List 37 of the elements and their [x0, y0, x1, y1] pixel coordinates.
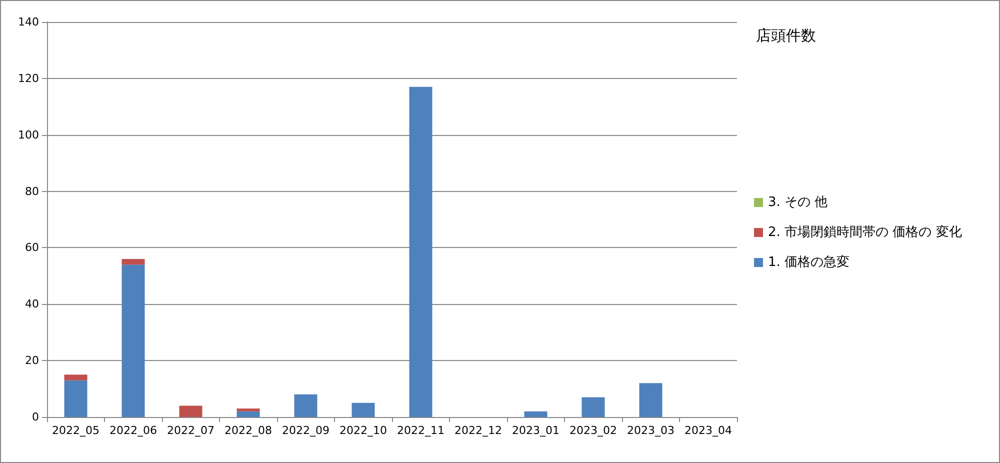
- bar: [294, 394, 318, 417]
- bar: [409, 86, 432, 417]
- bar: [122, 264, 145, 417]
- legend-label: 1. 価格の急変: [768, 254, 850, 270]
- x-tick-label: 2022_10: [340, 424, 387, 437]
- x-tick-label: 2022_11: [397, 424, 444, 437]
- x-tick-label: 2022_08: [224, 424, 272, 437]
- x-tick-label: 2023_03: [627, 424, 674, 437]
- bar: [352, 402, 375, 417]
- x-tick-label: 2023_04: [684, 424, 732, 437]
- bar: [582, 397, 605, 417]
- bar: [179, 406, 202, 417]
- bar: [236, 408, 260, 412]
- x-tick-label: 2022_07: [167, 424, 214, 437]
- bar: [639, 383, 662, 417]
- y-tick-label: 120: [18, 72, 39, 85]
- legend-label: 3. その 他: [768, 195, 828, 210]
- y-tick-label: 140: [18, 16, 39, 28]
- x-tick-label: 2022_09: [282, 424, 330, 437]
- x-tick-label: 2022_05: [52, 424, 100, 437]
- bar: [236, 411, 260, 417]
- bar: [122, 259, 145, 265]
- y-tick-label: 80: [25, 184, 39, 198]
- x-tick-label: 2022_12: [454, 424, 502, 437]
- legend-title: 店頭件数: [756, 26, 816, 44]
- y-tick-label: 60: [25, 241, 39, 254]
- x-tick-label: 2023_02: [570, 424, 617, 437]
- y-tick-label: 0: [32, 410, 39, 424]
- bar: [64, 380, 88, 417]
- y-tick-label: 40: [25, 298, 39, 311]
- bar: [524, 411, 548, 417]
- legend-label: 2. 市場閉鎖時間帯の 価格の 変化: [768, 224, 962, 240]
- y-tick-label: 20: [25, 354, 39, 368]
- x-tick-label: 2022_06: [110, 424, 157, 437]
- y-tick-label: 100: [18, 128, 39, 142]
- x-tick-label: 2023_01: [512, 424, 560, 437]
- bar: [64, 374, 88, 380]
